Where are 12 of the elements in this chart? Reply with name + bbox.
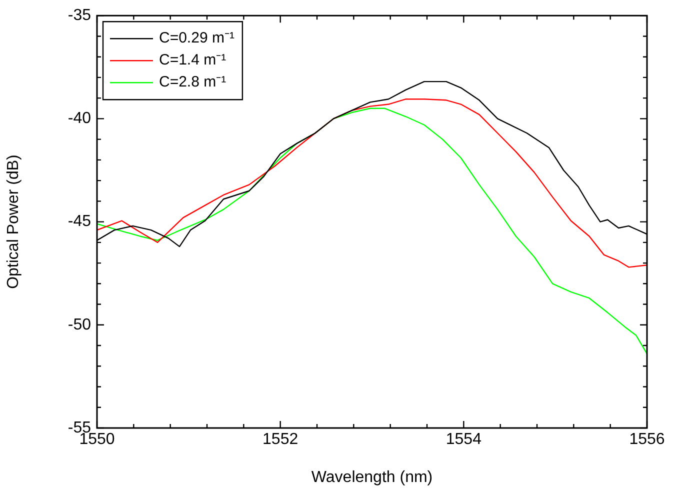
x-tick-label: 1552 bbox=[262, 431, 298, 448]
legend-label: C=2.8 m⁻¹ bbox=[159, 74, 226, 91]
legend-label: C=0.29 m⁻¹ bbox=[159, 30, 234, 47]
y-tick-label: -45 bbox=[68, 213, 92, 230]
x-tick-label: 1554 bbox=[446, 431, 482, 448]
x-tick-label: 1556 bbox=[629, 431, 665, 448]
y-axis-title: Optical Power (dB) bbox=[5, 154, 22, 289]
y-tick-label: -35 bbox=[68, 7, 92, 24]
y-tick-label: -40 bbox=[68, 110, 92, 128]
x-axis-title: Wavelength (nm) bbox=[311, 468, 433, 486]
legend-label: C=1.4 m⁻¹ bbox=[159, 52, 226, 69]
y-tick-label: -50 bbox=[68, 316, 92, 334]
